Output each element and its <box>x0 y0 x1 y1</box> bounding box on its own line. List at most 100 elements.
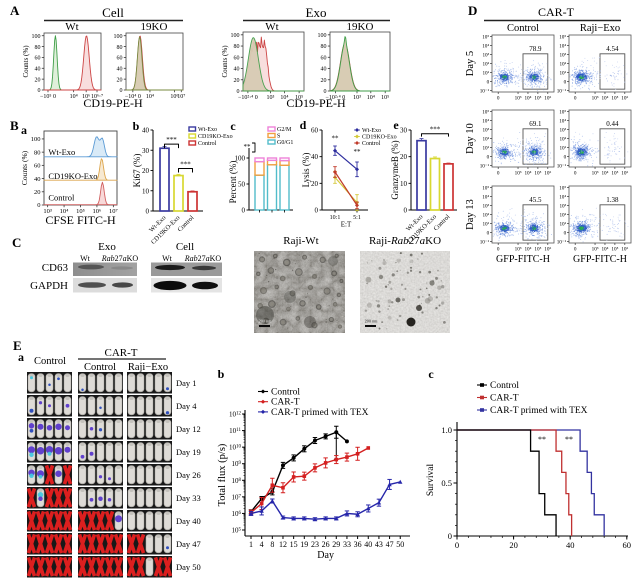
svg-text:1012: 1012 <box>229 411 242 419</box>
svg-text:106: 106 <box>232 510 242 518</box>
svg-text:b: b <box>133 119 140 133</box>
svg-text:10²: 10² <box>482 136 489 142</box>
svg-text:20: 20 <box>400 153 408 161</box>
svg-text:10⁵: 10⁵ <box>534 247 541 253</box>
svg-text:10⁷: 10⁷ <box>109 208 118 215</box>
svg-text:10⁵: 10⁵ <box>611 96 618 102</box>
svg-text:40: 40 <box>321 67 327 73</box>
svg-text:Control: Control <box>362 141 381 147</box>
svg-text:10⁶⋅⁷: 10⁶⋅⁷ <box>91 94 103 100</box>
svg-text:20: 20 <box>142 167 150 175</box>
svg-text:20: 20 <box>34 189 41 196</box>
svg-text:0: 0 <box>564 230 567 236</box>
svg-text:CAR-T primed with TEX: CAR-T primed with TEX <box>271 408 369 418</box>
svg-text:CAR-T: CAR-T <box>271 398 300 408</box>
svg-text:100: 100 <box>114 34 123 40</box>
svg-text:20: 20 <box>117 77 123 83</box>
svg-text:GranzymeB (%): GranzymeB (%) <box>390 140 400 199</box>
svg-text:15: 15 <box>290 540 298 549</box>
svg-text:10:1: 10:1 <box>330 215 341 221</box>
svg-text:Counts (%): Counts (%) <box>221 45 229 78</box>
svg-text:Day 10: Day 10 <box>465 123 476 154</box>
svg-text:0: 0 <box>487 79 490 85</box>
svg-text:10²: 10² <box>559 61 566 67</box>
svg-text:0: 0 <box>574 96 577 102</box>
svg-text:Day 26: Day 26 <box>176 470 201 480</box>
svg-text:**: ** <box>332 135 340 143</box>
svg-text:0: 0 <box>448 531 452 541</box>
svg-text:10⁴: 10⁴ <box>524 96 531 102</box>
svg-text:0: 0 <box>497 247 500 253</box>
svg-text:10⁷: 10⁷ <box>177 94 185 100</box>
svg-text:60: 60 <box>35 56 41 62</box>
svg-text:4: 4 <box>260 540 264 549</box>
svg-text:***: *** <box>430 126 441 134</box>
svg-text:23: 23 <box>311 540 319 549</box>
svg-text:8: 8 <box>270 540 274 549</box>
svg-text:c: c <box>230 119 236 133</box>
svg-text:10³: 10³ <box>515 171 522 177</box>
svg-text:Cell: Cell <box>102 5 124 20</box>
svg-text:60: 60 <box>623 540 632 550</box>
svg-text:80: 80 <box>234 44 240 50</box>
svg-text:69.1: 69.1 <box>529 120 542 128</box>
svg-text:CD19KO-Exo: CD19KO-Exo <box>198 134 233 140</box>
svg-text:Control: Control <box>507 23 539 34</box>
svg-text:1010: 1010 <box>229 444 242 452</box>
svg-text:109: 109 <box>232 460 242 468</box>
svg-text:20: 20 <box>509 540 518 550</box>
svg-text:Exo: Exo <box>98 241 116 253</box>
svg-text:10⁵: 10⁵ <box>559 109 566 115</box>
svg-text:10³: 10³ <box>267 95 275 101</box>
svg-text:Counts (%): Counts (%) <box>22 45 30 78</box>
svg-text:**: ** <box>244 143 252 151</box>
svg-text:0: 0 <box>404 207 408 215</box>
svg-text:10³: 10³ <box>559 203 566 209</box>
svg-text:50: 50 <box>396 540 404 549</box>
svg-text:Raji−Exo: Raji−Exo <box>580 23 620 34</box>
svg-text:0: 0 <box>146 208 150 216</box>
svg-text:Day 33: Day 33 <box>176 493 201 503</box>
svg-text:100: 100 <box>318 33 327 39</box>
svg-text:100: 100 <box>31 136 41 143</box>
svg-text:10⁵: 10⁵ <box>534 96 541 102</box>
svg-text:10³: 10³ <box>559 127 566 133</box>
svg-text:33: 33 <box>343 540 351 549</box>
svg-text:1.0: 1.0 <box>441 425 452 435</box>
svg-text:10³: 10³ <box>592 171 599 177</box>
svg-text:CAR-T primed with TEX: CAR-T primed with TEX <box>490 406 588 416</box>
svg-text:105: 105 <box>232 527 242 535</box>
svg-text:40: 40 <box>142 127 150 135</box>
svg-text:100: 100 <box>231 33 240 39</box>
svg-text:S: S <box>277 134 280 140</box>
svg-text:40: 40 <box>234 67 240 73</box>
svg-text:45.5: 45.5 <box>529 196 542 204</box>
svg-text:GFP-FITC-H: GFP-FITC-H <box>496 254 550 265</box>
svg-text:10⁻¹: 10⁻¹ <box>557 239 567 245</box>
svg-text:10⁶: 10⁶ <box>544 96 551 102</box>
svg-text:40: 40 <box>35 66 41 72</box>
svg-text:19KO: 19KO <box>347 21 374 33</box>
svg-text:**: ** <box>565 435 573 444</box>
svg-text:10⁴: 10⁴ <box>559 194 566 200</box>
svg-text:10⁴: 10⁴ <box>601 96 608 102</box>
svg-text:10: 10 <box>400 180 408 188</box>
svg-text:Day 19: Day 19 <box>176 447 201 457</box>
svg-text:D: D <box>468 3 477 18</box>
svg-text:80: 80 <box>35 45 41 51</box>
svg-text:10³: 10³ <box>482 127 489 133</box>
svg-text:10⁶: 10⁶ <box>544 247 551 253</box>
svg-text:CD19KO-Exo: CD19KO-Exo <box>362 135 397 141</box>
svg-text:108: 108 <box>232 477 242 485</box>
svg-text:26: 26 <box>322 540 330 549</box>
svg-text:b: b <box>218 367 225 381</box>
svg-text:Lysis (%): Lysis (%) <box>301 153 311 188</box>
svg-text:−10⁵ 0: −10⁵ 0 <box>40 94 56 100</box>
svg-text:10⁶: 10⁶ <box>621 96 628 102</box>
svg-text:10³: 10³ <box>592 96 599 102</box>
svg-text:80: 80 <box>34 149 41 156</box>
svg-text:GFP-FITC-H: GFP-FITC-H <box>573 254 627 265</box>
svg-text:10²: 10² <box>482 212 489 218</box>
svg-text:0: 0 <box>564 154 567 160</box>
svg-text:Control: Control <box>34 356 66 367</box>
